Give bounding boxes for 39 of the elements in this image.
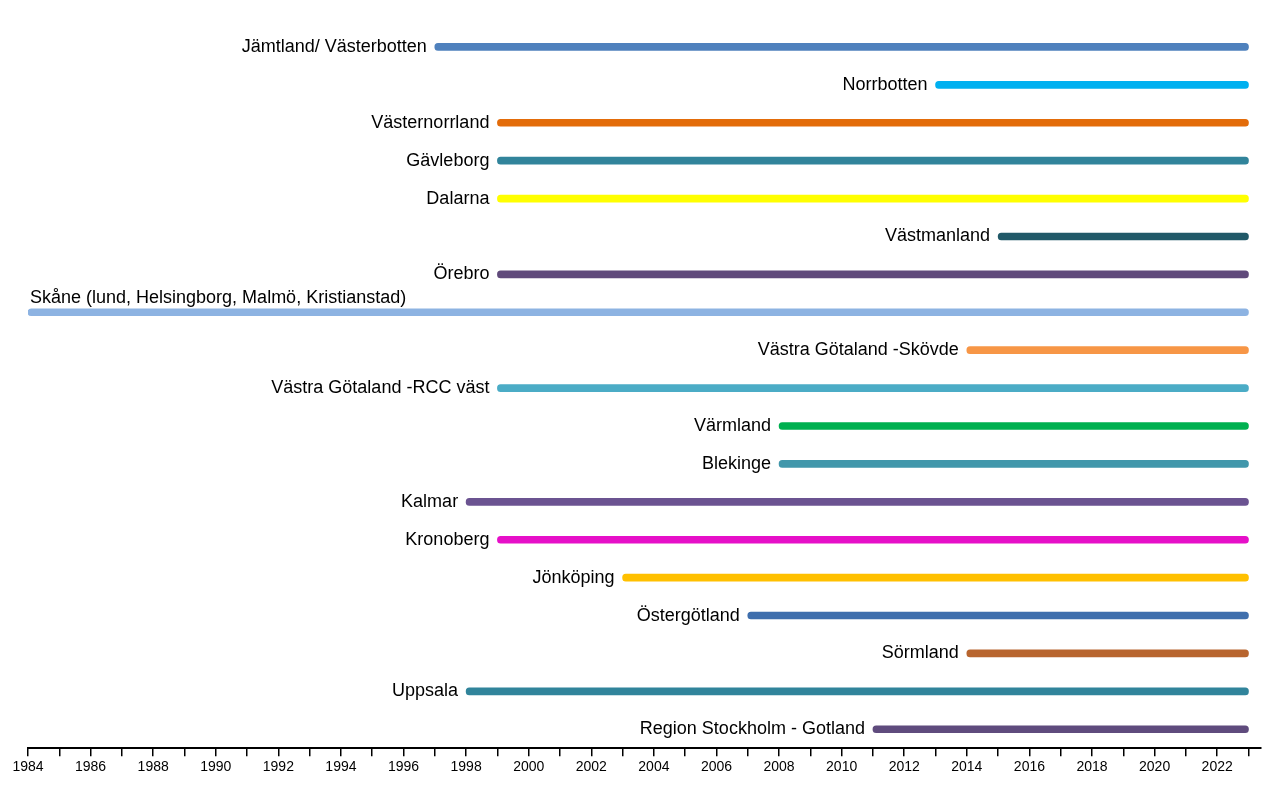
x-tick-label: 1998 [450,758,482,775]
y-tick-label: Östergötland [636,604,740,625]
y-tick-label: Kalmar [401,490,459,511]
y-tick-label: Skåne (lund, Helsingborg, Malmö, Kristianstad) [30,287,407,308]
y-tick-label: Värmland [694,414,772,435]
y-tick-label: Sörmland [881,642,959,663]
y-tick-label: Uppsala [392,680,460,701]
x-tick-label: 1988 [137,758,169,775]
x-tick-label: 2008 [763,758,795,775]
y-tick-label: Blekinge [702,452,772,473]
x-tick-label: 1990 [200,758,232,775]
y-tick-label: Örebro [433,263,490,284]
y-tick-label: Västra Götaland -RCC väst [271,377,490,398]
x-tick-label: 1986 [75,758,107,775]
x-tick-label: 2022 [1201,758,1233,775]
y-tick-label: Kronoberg [405,528,490,549]
y-tick-label: Västernorrland [371,111,490,132]
x-tick-label: 2004 [638,758,670,775]
x-tick-label: 2020 [1139,758,1171,775]
x-tick-label: 2018 [1076,758,1108,775]
x-tick-label: 2006 [700,758,733,775]
x-tick-label: 2016 [1013,758,1046,775]
y-tick-label: Västmanland [885,225,991,246]
x-tick-label: 1996 [387,758,420,775]
y-tick-label: Jämtland/ Västerbotten [241,35,427,56]
x-tick-label: 2014 [951,758,983,775]
y-tick-label: Norrbotten [842,73,928,94]
x-tick-label: 2000 [513,758,545,775]
y-tick-label: Västra Götaland -Skövde [757,339,959,360]
x-tick-label: 1984 [12,758,44,775]
y-tick-label: Jönköping [532,566,615,587]
y-tick-label: Gävleborg [406,149,490,170]
x-tick-label: 2002 [575,758,608,775]
x-tick-label: 1994 [325,758,357,775]
x-tick-label: 2012 [888,758,921,775]
x-tick-label: 1992 [262,758,295,775]
y-tick-label: Dalarna [426,187,491,208]
x-tick-label: 2010 [826,758,858,775]
y-tick-label: Region Stockholm - Gotland [639,718,865,739]
